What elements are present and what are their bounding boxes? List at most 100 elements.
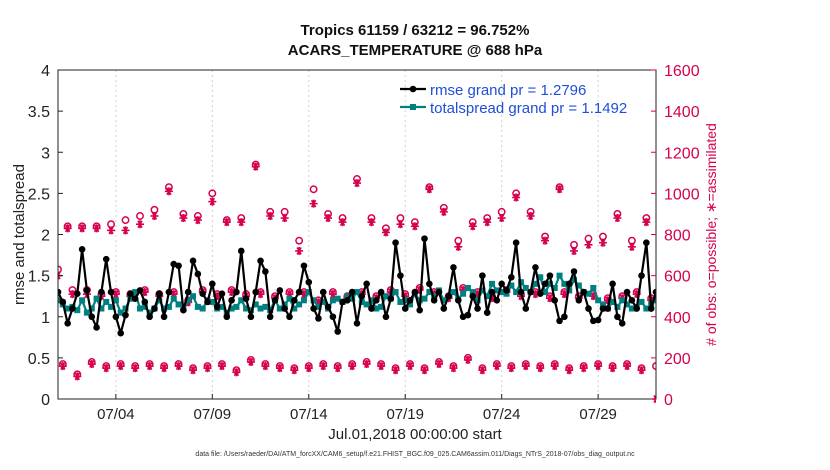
totalspread-point bbox=[493, 287, 500, 294]
obs-assimilated-marker bbox=[570, 246, 579, 255]
rmse-point bbox=[88, 313, 96, 321]
rmse-point bbox=[594, 316, 602, 324]
obs-assimilated-marker bbox=[367, 218, 376, 227]
rmse-point bbox=[652, 288, 656, 296]
totalspread-point bbox=[252, 301, 259, 308]
rmse-point bbox=[266, 313, 274, 321]
obs-assimilated-marker bbox=[131, 364, 140, 373]
obs-assimilated-marker bbox=[319, 362, 328, 371]
obs-assimilated-marker bbox=[434, 360, 443, 369]
obs-assimilated-marker bbox=[410, 222, 419, 231]
totalspread-point bbox=[112, 297, 119, 304]
rmse-point bbox=[638, 272, 645, 279]
obs-assimilated-marker bbox=[565, 366, 574, 375]
totalspread-point bbox=[320, 298, 327, 305]
rmse-point bbox=[541, 280, 549, 288]
rmse-point bbox=[469, 292, 477, 300]
totalspread-point bbox=[161, 305, 168, 312]
totalspread-point bbox=[628, 305, 635, 312]
totalspread-point bbox=[556, 272, 563, 279]
rmse-point bbox=[257, 257, 264, 265]
x-tick-label: 07/24 bbox=[483, 406, 521, 423]
rmse-point bbox=[382, 313, 390, 321]
totalspread-point bbox=[658, 299, 664, 305]
totalspread-point bbox=[609, 298, 616, 305]
obs-assimilated-marker bbox=[78, 224, 87, 233]
rmse-point bbox=[377, 288, 385, 296]
obs-assimilated-marker bbox=[333, 364, 342, 373]
obs-assimilated-marker bbox=[92, 224, 101, 233]
rmse-point bbox=[618, 320, 626, 327]
totalspread-point bbox=[585, 290, 592, 297]
y-right-tick-label: 0 bbox=[664, 392, 673, 409]
obs-assimilated-marker bbox=[68, 290, 77, 299]
totalspread-point bbox=[194, 303, 201, 310]
rmse-point bbox=[696, 297, 703, 304]
obs-assimilated-marker bbox=[598, 238, 607, 247]
obs-assimilated-marker bbox=[261, 362, 270, 371]
rmse-point bbox=[305, 278, 313, 286]
obs-assimilated-marker bbox=[232, 368, 241, 377]
totalspread-point bbox=[58, 297, 61, 304]
y-right-tick-label: 1200 bbox=[664, 145, 700, 162]
obs-assimilated-marker bbox=[377, 362, 386, 371]
totalspread-point bbox=[83, 309, 90, 316]
x-tick-label: 07/29 bbox=[579, 406, 617, 423]
totalspread-point bbox=[464, 284, 471, 291]
y-left-axis-label: rmse and totalspread bbox=[11, 164, 28, 305]
obs-assimilated-marker bbox=[420, 366, 429, 375]
totalspread-point bbox=[165, 303, 172, 310]
obs-assimilated-marker bbox=[613, 214, 622, 223]
obs-assimilated-marker bbox=[208, 197, 217, 206]
rmse-point bbox=[58, 288, 62, 296]
rmse-point bbox=[483, 309, 491, 316]
rmse-point bbox=[102, 255, 110, 263]
rmse-point bbox=[633, 305, 641, 312]
totalspread-point bbox=[590, 284, 597, 291]
totalspread-point bbox=[291, 305, 298, 312]
rmse-point bbox=[252, 288, 260, 296]
rmse-point bbox=[363, 280, 370, 288]
obs-assimilated-marker bbox=[304, 364, 313, 373]
rmse-point bbox=[667, 252, 674, 259]
obs-assimilated-marker bbox=[579, 364, 588, 373]
rmse-point bbox=[556, 317, 563, 325]
obs-assimilated-marker bbox=[483, 218, 492, 227]
obs-assimilated-marker bbox=[406, 362, 415, 371]
rmse-point bbox=[189, 257, 197, 265]
rmse-point bbox=[430, 297, 438, 304]
totalspread-point bbox=[392, 289, 399, 296]
obs-assimilated-marker bbox=[353, 179, 361, 188]
obs-assimilated-marker bbox=[135, 220, 144, 229]
totalspread-point bbox=[479, 287, 486, 294]
rmse-point bbox=[281, 305, 288, 312]
obs-possible-marker bbox=[309, 185, 318, 194]
obs-assimilated-marker bbox=[492, 362, 501, 371]
rmse-point bbox=[440, 305, 448, 312]
obs-assimilated-marker bbox=[280, 214, 289, 223]
totalspread-point bbox=[64, 305, 71, 312]
rmse-point bbox=[319, 288, 327, 296]
obs-assimilated-marker bbox=[309, 199, 318, 208]
obs-assimilated-marker bbox=[145, 362, 154, 371]
totalspread-point bbox=[218, 303, 225, 310]
rmse-point bbox=[368, 305, 375, 312]
rmse-point bbox=[643, 239, 650, 247]
obs-assimilated-marker bbox=[391, 366, 400, 375]
totalspread-point bbox=[334, 295, 341, 302]
obs-assimilated-marker bbox=[58, 362, 67, 371]
totalspread-point bbox=[98, 305, 105, 312]
rmse-point bbox=[223, 313, 231, 321]
y-right-tick-label: 400 bbox=[664, 310, 691, 327]
obs-assimilated-marker bbox=[550, 362, 559, 371]
obs-assimilated-marker bbox=[116, 362, 125, 371]
obs-assimilated-marker bbox=[237, 218, 246, 227]
obs-assimilated-marker bbox=[338, 218, 347, 227]
y-left-tick-label: 3 bbox=[41, 145, 50, 162]
rmse-point bbox=[435, 288, 443, 296]
rmse-point bbox=[131, 295, 139, 302]
rmse-point bbox=[204, 298, 211, 306]
totalspread-point bbox=[117, 309, 124, 316]
totalspread-point bbox=[310, 297, 317, 304]
